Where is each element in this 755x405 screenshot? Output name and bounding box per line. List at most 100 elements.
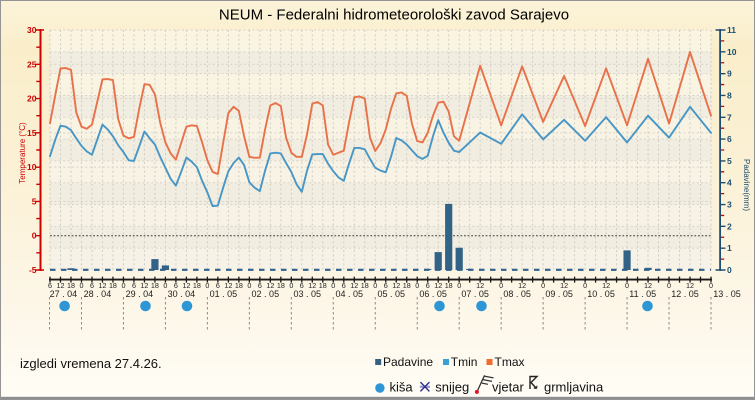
svg-text:0: 0 <box>499 281 503 290</box>
svg-text:11: 11 <box>727 25 736 35</box>
svg-text:12 . 05: 12 . 05 <box>671 289 699 299</box>
svg-text:12: 12 <box>434 281 442 290</box>
svg-text:0: 0 <box>583 281 587 290</box>
svg-text:Padavine(mm): Padavine(mm) <box>742 159 751 211</box>
svg-text:0: 0 <box>289 281 293 290</box>
svg-text:6: 6 <box>727 134 732 144</box>
svg-text:0: 0 <box>457 281 461 290</box>
svg-text:6: 6 <box>174 281 178 290</box>
svg-text:12: 12 <box>350 281 358 290</box>
svg-text:0: 0 <box>373 281 377 290</box>
svg-text:18: 18 <box>235 281 243 290</box>
svg-text:18: 18 <box>67 281 75 290</box>
svg-text:0: 0 <box>247 281 251 290</box>
svg-text:2: 2 <box>727 221 732 231</box>
svg-text:vjetar: vjetar <box>492 380 524 395</box>
svg-text:18: 18 <box>403 281 411 290</box>
svg-text:6: 6 <box>90 281 94 290</box>
svg-text:8: 8 <box>727 90 732 100</box>
svg-text:07 . 05: 07 . 05 <box>461 289 489 299</box>
svg-text:-5: -5 <box>29 265 37 275</box>
svg-text:0: 0 <box>415 281 419 290</box>
svg-text:6: 6 <box>258 281 262 290</box>
svg-text:Tmax: Tmax <box>495 355 525 369</box>
svg-text:18: 18 <box>109 281 117 290</box>
svg-text:30 . 04: 30 . 04 <box>168 289 196 299</box>
svg-text:Padavine: Padavine <box>383 355 433 369</box>
svg-text:grmljavina: grmljavina <box>544 380 604 395</box>
svg-text:18: 18 <box>361 281 369 290</box>
svg-text:03 . 05: 03 . 05 <box>294 289 322 299</box>
svg-text:6: 6 <box>426 281 430 290</box>
svg-text:18: 18 <box>445 281 453 290</box>
svg-text:1: 1 <box>727 243 732 253</box>
svg-text:01 . 05: 01 . 05 <box>210 289 238 299</box>
svg-text:0: 0 <box>32 231 37 241</box>
svg-text:izgledi vremena 27.4.26.: izgledi vremena 27.4.26. <box>20 356 162 371</box>
svg-text:13 . 05: 13 . 05 <box>713 289 741 299</box>
svg-text:18: 18 <box>151 281 159 290</box>
svg-text:4: 4 <box>727 178 732 188</box>
svg-text:6: 6 <box>48 281 52 290</box>
svg-text:12: 12 <box>266 281 274 290</box>
svg-text:5: 5 <box>727 156 732 166</box>
svg-text:0: 0 <box>727 265 732 275</box>
svg-text:12: 12 <box>182 281 190 290</box>
svg-text:7: 7 <box>727 112 732 122</box>
svg-text:0: 0 <box>79 281 83 290</box>
svg-text:10 . 05: 10 . 05 <box>587 289 615 299</box>
svg-text:Tmin: Tmin <box>451 355 478 369</box>
svg-text:0: 0 <box>709 281 713 290</box>
svg-text:0: 0 <box>625 281 629 290</box>
svg-text:12: 12 <box>224 281 232 290</box>
svg-text:12: 12 <box>602 281 610 290</box>
svg-text:10: 10 <box>727 47 737 57</box>
svg-text:5: 5 <box>32 196 37 206</box>
svg-text:12: 12 <box>476 281 484 290</box>
svg-text:12: 12 <box>56 281 64 290</box>
svg-text:18: 18 <box>193 281 201 290</box>
svg-text:27 . 04: 27 . 04 <box>50 289 78 299</box>
svg-text:12: 12 <box>140 281 148 290</box>
svg-text:25: 25 <box>27 59 37 69</box>
svg-text:29 . 04: 29 . 04 <box>126 289 154 299</box>
svg-text:0: 0 <box>205 281 209 290</box>
svg-text:snijeg: snijeg <box>435 380 469 395</box>
svg-text:08 . 05: 08 . 05 <box>503 289 531 299</box>
svg-text:12: 12 <box>392 281 400 290</box>
svg-text:10: 10 <box>27 162 37 172</box>
svg-text:6: 6 <box>216 281 220 290</box>
svg-text:6: 6 <box>132 281 136 290</box>
svg-text:6: 6 <box>300 281 304 290</box>
svg-text:12: 12 <box>644 281 652 290</box>
svg-text:NEUM - Federalni hidrometeorol: NEUM - Federalni hidrometeorološki zavod… <box>219 7 569 24</box>
svg-text:0: 0 <box>541 281 545 290</box>
svg-text:02 . 05: 02 . 05 <box>252 289 280 299</box>
svg-text:0: 0 <box>667 281 671 290</box>
svg-text:6: 6 <box>342 281 346 290</box>
svg-text:12: 12 <box>560 281 568 290</box>
svg-text:05 . 05: 05 . 05 <box>377 289 405 299</box>
svg-text:3: 3 <box>727 200 732 210</box>
svg-text:28 . 04: 28 . 04 <box>84 289 112 299</box>
svg-text:6: 6 <box>384 281 388 290</box>
svg-text:15: 15 <box>27 128 37 138</box>
svg-text:18: 18 <box>319 281 327 290</box>
svg-text:20: 20 <box>27 94 37 104</box>
svg-text:09 . 05: 09 . 05 <box>545 289 573 299</box>
svg-text:30: 30 <box>27 25 37 35</box>
svg-text:0: 0 <box>163 281 167 290</box>
svg-text:12: 12 <box>98 281 106 290</box>
svg-text:06 . 05: 06 . 05 <box>419 289 447 299</box>
svg-text:12: 12 <box>518 281 526 290</box>
svg-text:kiša: kiša <box>390 380 414 395</box>
svg-text:11 . 05: 11 . 05 <box>629 289 656 299</box>
svg-text:Temperature (°C): Temperature (°C) <box>18 122 27 184</box>
svg-text:0: 0 <box>121 281 125 290</box>
svg-text:12: 12 <box>686 281 694 290</box>
svg-text:04 . 05: 04 . 05 <box>335 289 363 299</box>
svg-text:18: 18 <box>277 281 285 290</box>
svg-text:12: 12 <box>308 281 316 290</box>
svg-text:0: 0 <box>331 281 335 290</box>
svg-text:9: 9 <box>727 69 732 79</box>
